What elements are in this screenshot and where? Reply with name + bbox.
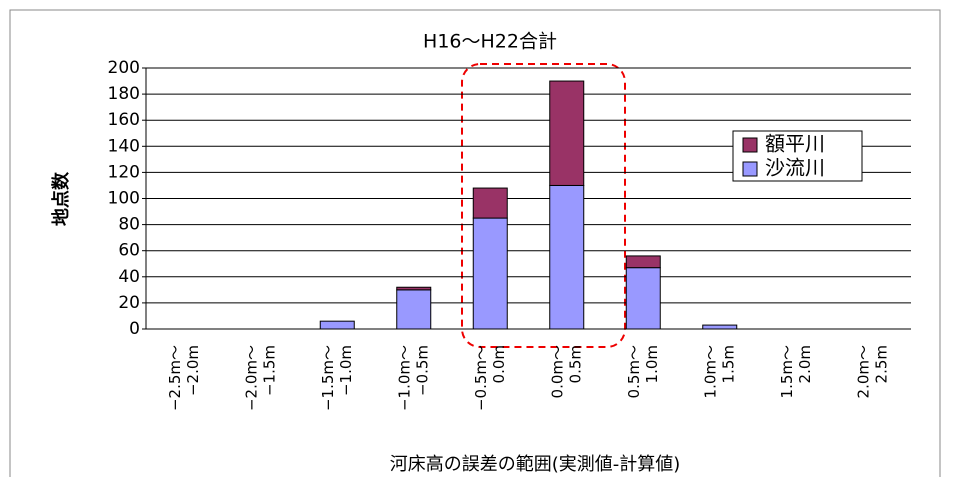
x-tick-label: −0.5m	[413, 345, 431, 396]
x-tick-label: −1.5m～	[319, 345, 337, 411]
bar-segment	[702, 324, 738, 330]
y-tick-label: 140	[108, 136, 140, 156]
bar-segment	[396, 289, 432, 330]
x-tick-label: 2.0m～	[854, 345, 872, 398]
bar-segment	[625, 267, 661, 330]
bar-segment	[549, 184, 585, 330]
x-tick-label: 1.0m～	[701, 345, 719, 398]
y-tick-label: 40	[118, 267, 140, 287]
x-tick-label: 0.5m	[566, 345, 584, 383]
y-tick-label: 20	[118, 293, 140, 313]
x-tick-label: −0.5m～	[472, 345, 490, 411]
bar-segment	[319, 320, 355, 330]
x-tick-label: 0.0m～	[548, 345, 566, 398]
chart-title: H16～H22合計	[423, 31, 557, 53]
x-tick-label: −1.0m～	[395, 345, 413, 411]
bar-segment	[472, 217, 508, 330]
y-tick-label: 160	[108, 110, 140, 130]
x-tick-label: −2.5m～	[166, 345, 184, 411]
x-axis-label: 河床高の誤差の範囲(実測値-計算値)	[390, 454, 681, 475]
legend-swatch	[742, 161, 758, 177]
y-tick-label: 120	[108, 162, 140, 182]
bar-segment	[625, 255, 661, 269]
y-tick-label: 80	[118, 215, 140, 235]
x-tick-label: 0.5m～	[625, 345, 643, 398]
x-tick-label: 2.5m	[872, 345, 890, 383]
x-tick-label: −2.0m	[184, 345, 202, 396]
y-tick-label: 0	[129, 319, 140, 339]
legend-label: 額平川	[765, 132, 825, 156]
bar-segment	[472, 187, 508, 219]
y-tick-label: 180	[108, 84, 140, 104]
bar-segment	[396, 286, 432, 291]
x-tick-label: −1.0m	[337, 345, 355, 396]
x-tick-label: −1.5m	[260, 345, 278, 396]
highlight-box	[461, 63, 626, 348]
x-tick-label: 2.0m	[796, 345, 814, 383]
y-tick-label: 60	[118, 241, 140, 261]
x-tick-label: 1.5m～	[778, 345, 796, 398]
y-tick-label: 100	[108, 189, 140, 209]
x-tick-label: 1.0m	[643, 345, 661, 383]
legend-label: 沙流川	[765, 156, 825, 180]
x-tick-label: 1.5m	[719, 345, 737, 383]
y-tick-label: 200	[108, 58, 140, 78]
y-axis-label: 地点数	[50, 171, 72, 226]
bar-segment	[549, 80, 585, 186]
x-tick-label: 0.0m	[490, 345, 508, 383]
legend-swatch	[742, 137, 758, 153]
x-tick-label: −2.0m～	[242, 345, 260, 411]
